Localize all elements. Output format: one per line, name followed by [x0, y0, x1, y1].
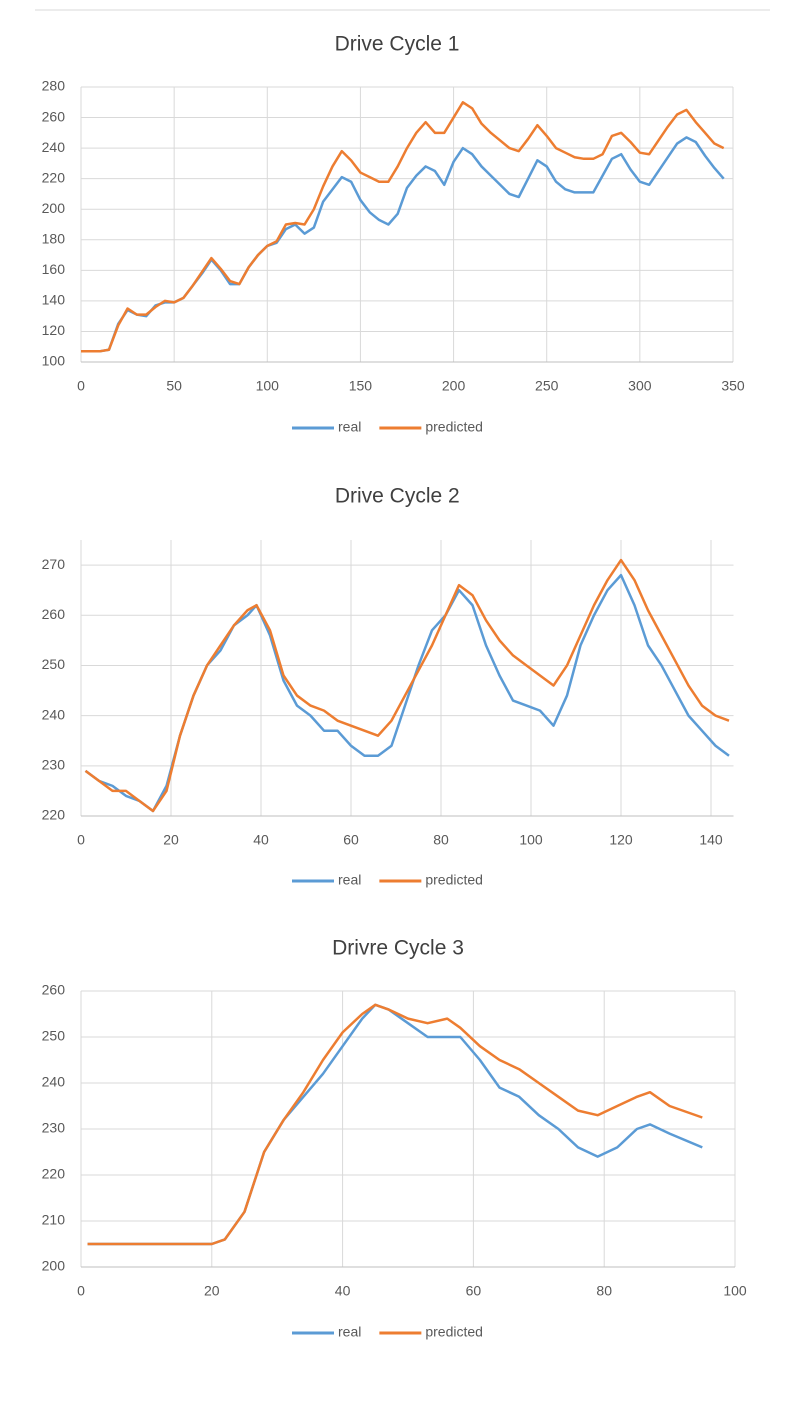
data-line — [81, 101, 725, 353]
legend-label: predicted — [425, 419, 483, 435]
y-tick-label: 260 — [42, 606, 66, 622]
legend-label: real — [338, 872, 361, 888]
data-line — [84, 558, 730, 813]
legend-label: predicted — [425, 872, 483, 888]
y-tick-label: 100 — [42, 353, 66, 369]
x-tick-label: 200 — [442, 378, 466, 394]
x-tick-label: 0 — [77, 832, 85, 848]
y-tick-label: 160 — [42, 261, 66, 277]
y-tick-label: 200 — [42, 200, 66, 216]
y-tick-label: 180 — [42, 230, 66, 246]
y-tick-label: 260 — [42, 982, 66, 998]
x-tick-label: 300 — [628, 378, 652, 394]
x-tick-label: 350 — [721, 378, 745, 394]
y-tick-label: 240 — [42, 1074, 66, 1090]
x-tick-label: 20 — [204, 1283, 220, 1299]
x-tick-label: 0 — [77, 378, 85, 394]
chart-title: Drive Cycle 2 — [335, 485, 460, 508]
legend-label: predicted — [425, 1324, 483, 1340]
chart-title: Drivre Cycle 3 — [332, 937, 464, 960]
x-tick-label: 40 — [335, 1283, 351, 1299]
y-tick-label: 220 — [42, 1166, 66, 1182]
x-tick-label: 0 — [77, 1283, 85, 1299]
x-tick-label: 60 — [343, 832, 359, 848]
x-tick-label: 20 — [163, 832, 179, 848]
x-tick-label: 250 — [535, 378, 559, 394]
y-tick-label: 220 — [42, 169, 66, 185]
y-tick-label: 240 — [42, 139, 66, 155]
legend-label: real — [338, 1324, 361, 1340]
chart-title: Drive Cycle 1 — [335, 33, 460, 56]
x-tick-label: 60 — [466, 1283, 482, 1299]
y-tick-label: 220 — [42, 807, 66, 823]
y-tick-label: 270 — [42, 556, 66, 572]
y-tick-label: 230 — [42, 1120, 66, 1136]
y-tick-label: 230 — [42, 757, 66, 773]
x-tick-label: 50 — [166, 378, 182, 394]
data-line — [87, 1003, 703, 1246]
data-line — [81, 136, 725, 353]
y-tick-label: 250 — [42, 1028, 66, 1044]
y-tick-label: 200 — [42, 1258, 66, 1274]
y-tick-label: 260 — [42, 108, 66, 124]
legend-label: real — [338, 419, 361, 435]
x-tick-label: 100 — [256, 378, 280, 394]
x-tick-label: 150 — [349, 378, 373, 394]
y-tick-label: 120 — [42, 322, 66, 338]
x-tick-label: 40 — [253, 832, 269, 848]
y-tick-label: 140 — [42, 292, 66, 308]
x-tick-label: 80 — [596, 1283, 612, 1299]
y-tick-label: 280 — [42, 78, 66, 94]
x-tick-label: 100 — [723, 1283, 747, 1299]
x-tick-label: 80 — [433, 832, 449, 848]
data-line — [87, 1003, 703, 1246]
x-tick-label: 100 — [519, 832, 543, 848]
x-tick-label: 120 — [609, 832, 633, 848]
y-tick-label: 240 — [42, 706, 66, 722]
y-tick-label: 250 — [42, 656, 66, 672]
x-tick-label: 140 — [699, 832, 723, 848]
y-tick-label: 210 — [42, 1212, 66, 1228]
